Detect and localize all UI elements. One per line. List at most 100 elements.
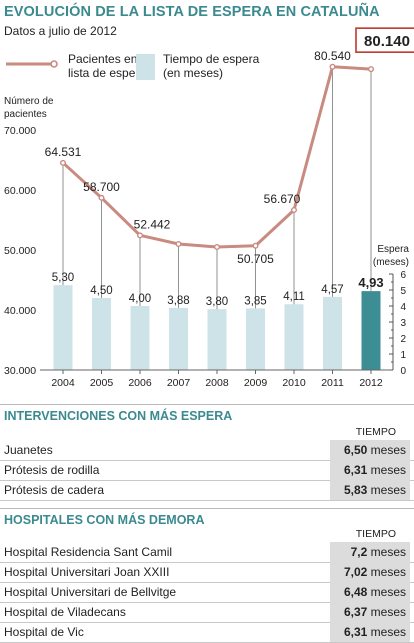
x-tick-label: 2006 [128,377,152,389]
line-label-highlight-box [355,27,414,53]
hospitals-title: HOSPITALES CON MÁS DEMORA [4,513,205,527]
right-tick-label: 3 [400,318,406,329]
line-value-label: 58.700 [83,180,120,194]
bar-value-label: 4,00 [129,293,151,305]
row-label: Hospital Residencia Sant Camil [4,545,173,559]
row-value: 6,31 meses [330,460,410,480]
left-tick-label: 60.000 [4,185,36,197]
legend-line-label-1: Pacientes en [68,52,137,66]
interventions-header: INTERVENCIONES CON MÁS ESPERA [0,404,414,429]
line-value-label: 52.442 [134,217,171,231]
row-value: 7,02 meses [330,562,410,582]
table-row: Juanetes 6,50 meses [0,440,414,461]
row-value: 6,48 meses [330,582,410,602]
line-value-label: 50.705 [237,252,274,266]
bar [246,308,265,370]
x-tick-label: 2008 [205,377,229,389]
x-tick-label: 2004 [51,377,75,389]
right-axis-title-1: Espera [377,244,409,255]
line-point [329,63,336,70]
x-tick-label: 2009 [244,377,268,389]
bar-value-label: 4,11 [283,291,305,303]
table-row: Hospital Residencia Sant Camil 7,2 meses [0,542,414,563]
left-axis-title-1: Número de [4,96,54,107]
line-point [291,206,298,213]
line-point [136,232,143,239]
bar-value-label: 4,93 [358,275,383,290]
row-label: Hospital Universitari Joan XXIII [4,565,170,579]
bar [323,296,342,370]
line-value-label: 80.140 [364,33,410,50]
bar-value-label: 3,85 [244,295,266,307]
hospitals-section: HOSPITALES CON MÁS DEMORA TIEMPO Hospita… [0,508,414,643]
line-point [213,243,220,250]
table-row: Prótesis de cadera 5,83 meses [0,480,414,501]
page-title: EVOLUCIÓN DE LA LISTA DE ESPERA EN CATAL… [4,4,380,20]
table-row: Hospital de Viladecans 6,37 meses [0,602,414,623]
bar-value-label: 4,57 [321,284,343,296]
row-label: Hospital Universitari de Bellvitge [4,585,177,599]
page-subtitle: Datos a julio de 2012 [4,24,117,38]
row-value: 7,2 meses [330,542,410,562]
legend-line-marker [50,60,58,68]
x-tick-label: 2010 [282,377,306,389]
x-tick-label: 2012 [359,377,383,389]
hospitals-header: HOSPITALES CON MÁS DEMORA [0,508,414,533]
hospitals-column-header: TIEMPO [355,528,396,540]
x-tick-label: 2007 [167,377,191,389]
right-tick-label: 1 [400,350,406,361]
table-row: Prótesis de rodilla 6,31 meses [0,460,414,481]
row-value: 6,50 meses [330,440,410,460]
line-value-label: 80.540 [314,49,351,63]
left-tick-label: 70.000 [4,125,36,137]
left-axis-title-2: pacientes [4,109,47,120]
table-row: Hospital de Vic 6,31 meses [0,622,414,643]
left-tick-label: 40.000 [4,305,36,317]
row-label: Prótesis de rodilla [4,463,100,477]
line-point [368,66,375,73]
row-label: Hospital de Viladecans [4,605,126,619]
interventions-title: INTERVENCIONES CON MÁS ESPERA [4,409,233,423]
bar [92,298,111,370]
bar [169,307,188,370]
bar [207,309,227,370]
right-tick-label: 2 [400,334,406,345]
right-tick-label: 0 [400,366,406,377]
x-tick-label: 2005 [90,377,114,389]
legend-line-label-2: lista de espera [68,66,146,80]
interventions-column-header: TIEMPO [355,426,396,438]
legend-bar-label-2: (en meses) [163,66,223,80]
line-point [98,194,105,201]
bar-value-label: 3,88 [167,295,189,307]
bar [130,306,150,370]
row-label: Juanetes [4,443,53,457]
left-tick-label: 30.000 [4,365,36,377]
legend-bar-swatch [136,54,155,80]
line-point [175,240,182,247]
bar [284,304,304,370]
right-tick-label: 6 [400,270,406,281]
row-label: Prótesis de cadera [4,483,105,497]
left-tick-label: 50.000 [4,245,36,257]
x-tick-label: 2011 [321,377,344,389]
bar [53,285,73,370]
legend-bar-label-1: Tiempo de espera [163,52,260,66]
bar-value-label: 3,80 [206,296,228,308]
bar-value-label: 4,50 [90,285,112,297]
table-row: Hospital Universitari de Bellvitge 6,48 m… [0,582,414,603]
bar [361,291,381,370]
row-value: 6,37 meses [330,602,410,622]
right-tick-label: 4 [400,302,406,313]
line-point [60,159,67,166]
line-point [252,242,259,249]
right-tick-label: 5 [400,286,406,297]
series-line-pacientes [61,65,372,249]
right-axis-title-2: (meses) [373,257,409,268]
row-value: 5,83 meses [330,480,410,500]
row-label: Hospital de Vic [4,625,84,639]
line-value-label: 64.531 [45,145,82,159]
line-value-label: 56.670 [264,192,301,206]
bar-value-label: 5,30 [52,272,74,284]
row-value: 6,31 meses [330,622,410,642]
